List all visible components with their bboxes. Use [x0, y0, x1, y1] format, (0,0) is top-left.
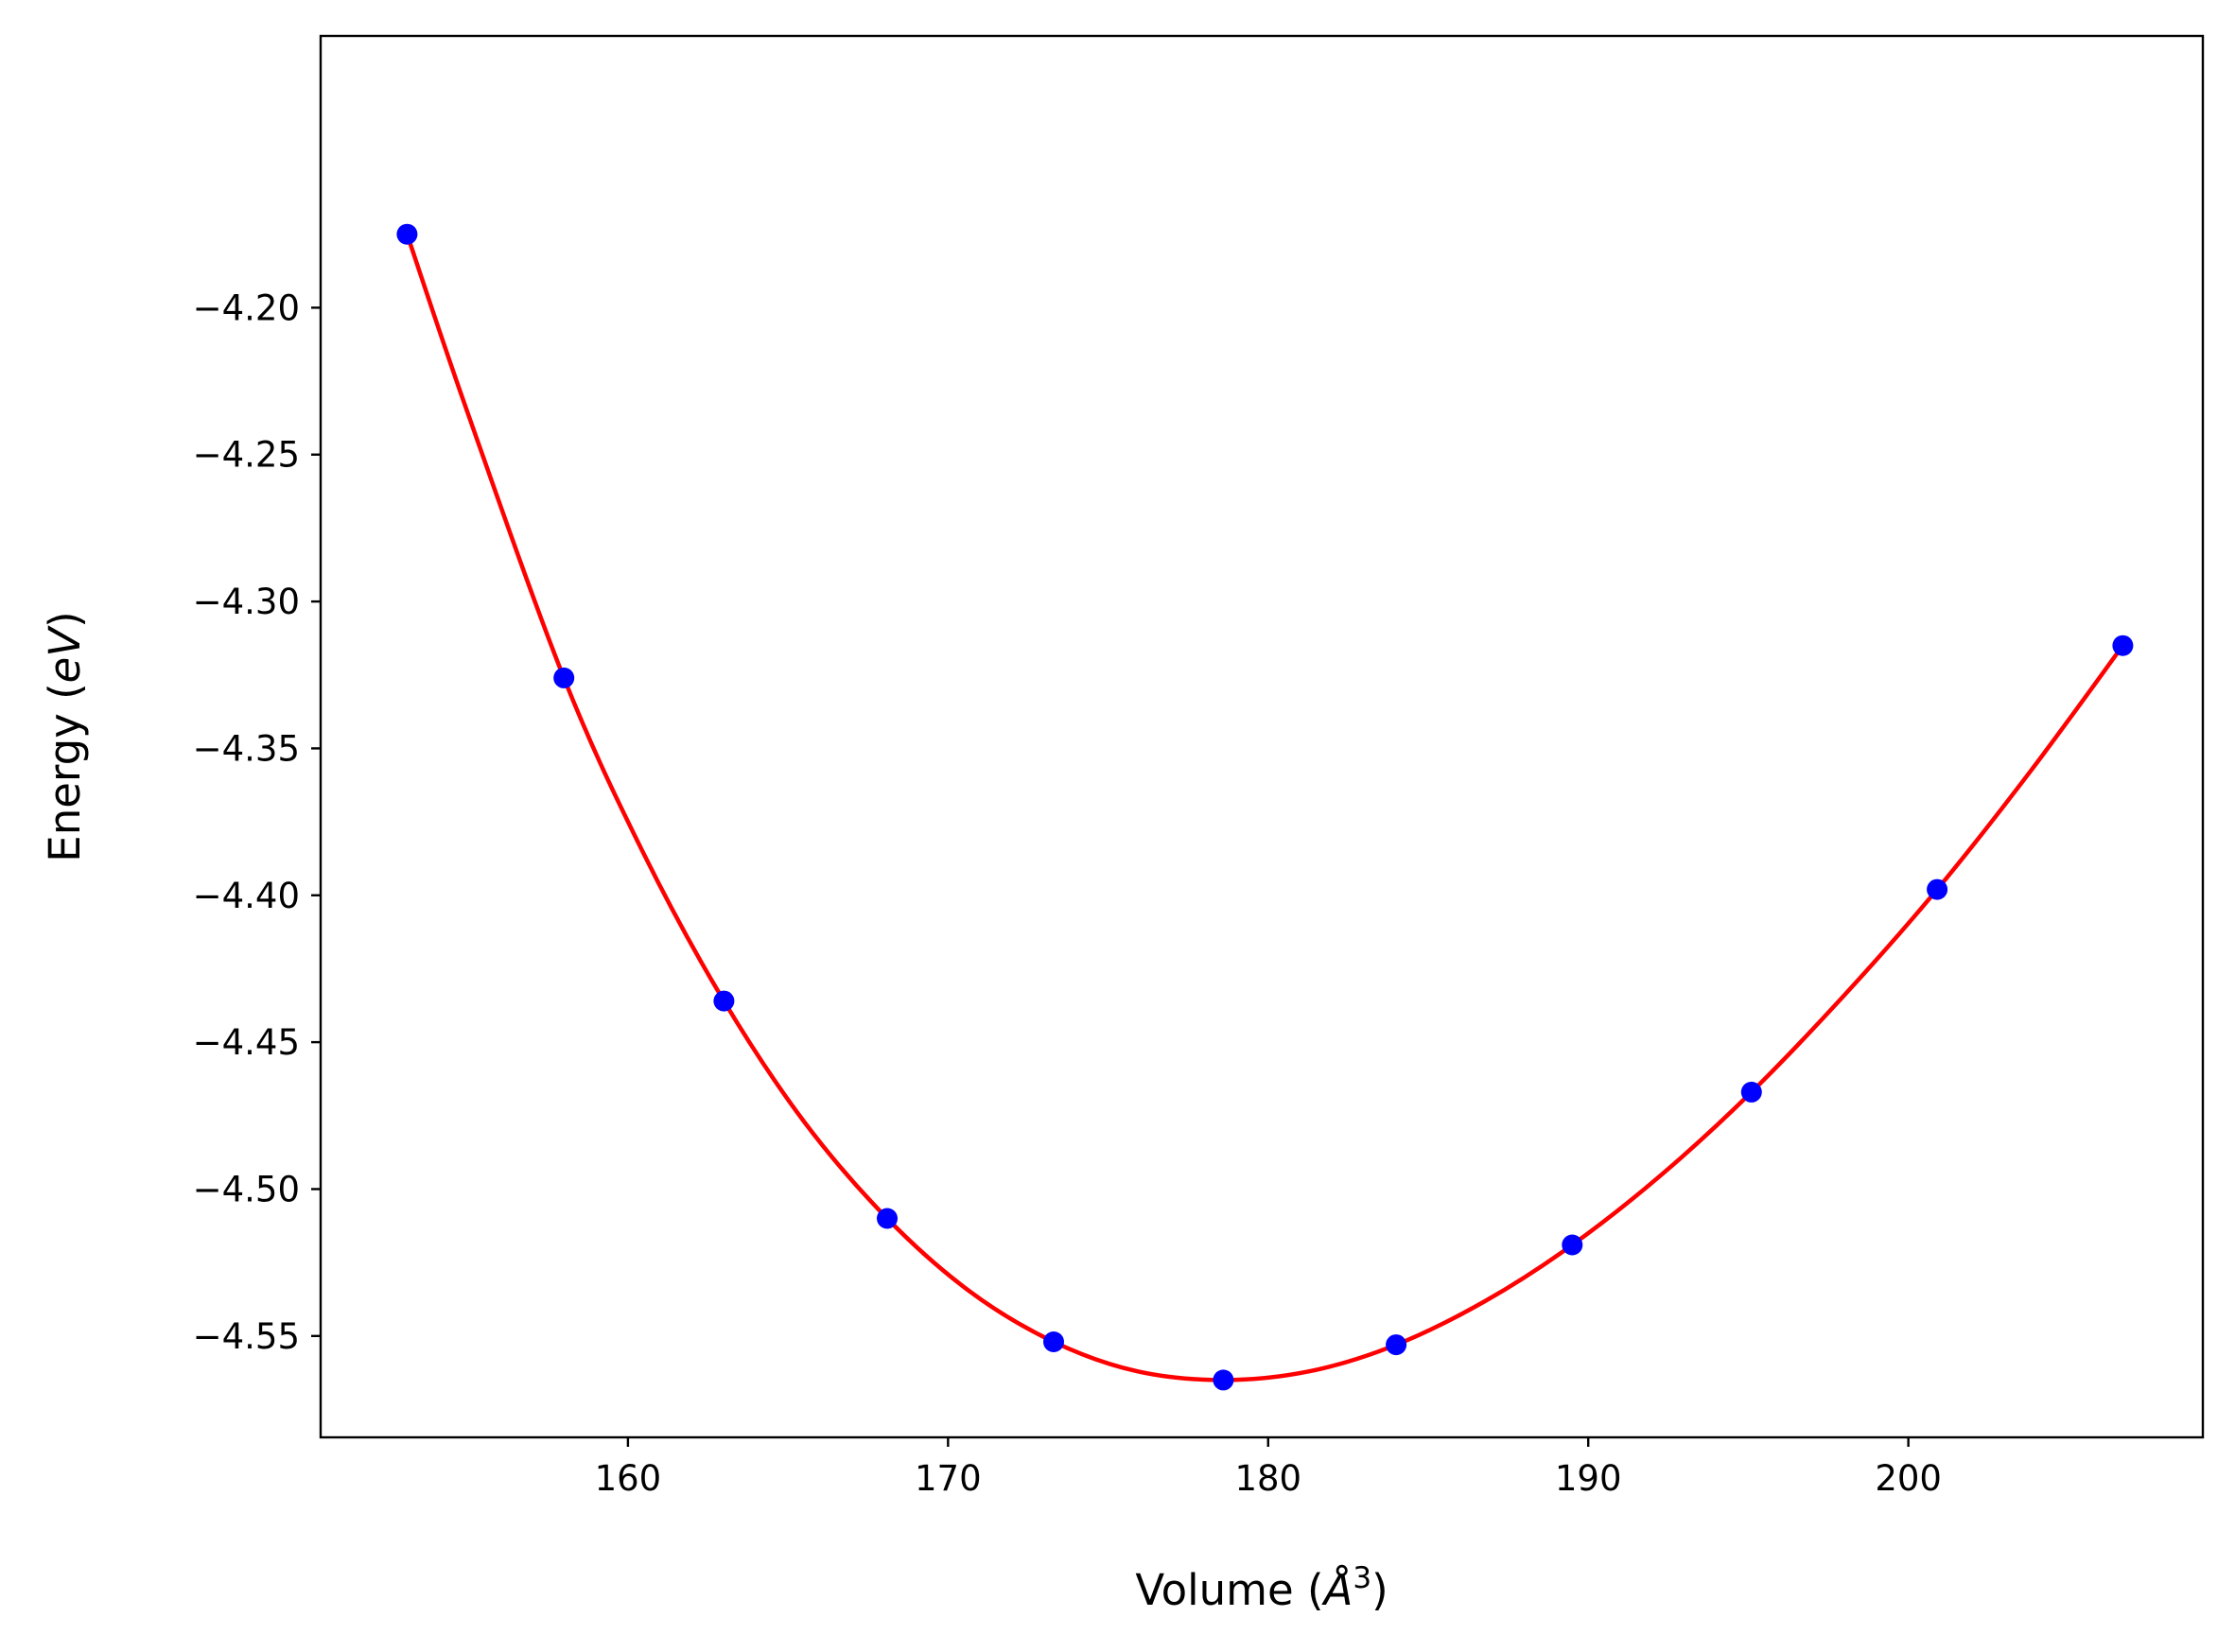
y-tick-label: −4.35: [193, 728, 300, 769]
plot-frame: [319, 34, 2205, 1439]
x-tick-label: 160: [595, 1458, 662, 1499]
data-point: [2112, 635, 2134, 656]
data-point: [553, 667, 575, 688]
x-tick-label: 190: [1555, 1458, 1622, 1499]
y-tick-label: −4.55: [193, 1316, 300, 1357]
x-axis: 160 170 180 190 200: [595, 1437, 1942, 1499]
data-points-layer: [396, 223, 2134, 1391]
fit-curve-layer: [405, 233, 2125, 1382]
x-tick-label: 200: [1875, 1458, 1942, 1499]
data-point: [1740, 1081, 1762, 1103]
data-point: [713, 990, 735, 1012]
data-point: [1386, 1334, 1407, 1356]
y-tick-label: −4.40: [193, 876, 300, 916]
x-axis-label: Volume (Å3): [1135, 1561, 1388, 1615]
data-point: [1213, 1369, 1234, 1391]
y-tick-label: −4.20: [193, 287, 300, 328]
y-axis-label: Energy (eV): [40, 611, 90, 861]
data-point: [396, 223, 418, 245]
y-tick-label: −4.45: [193, 1022, 300, 1063]
x-tick-label: 170: [915, 1458, 982, 1499]
y-tick-label: −4.25: [193, 435, 300, 476]
y-tick-label: −4.50: [193, 1169, 300, 1209]
data-point: [1562, 1234, 1583, 1256]
y-axis: −4.20 −4.25 −4.30 −4.35 −4.40 −4.45 −4.50 −4.55: [193, 287, 321, 1357]
fit-curve: [405, 233, 2125, 1382]
data-point: [1927, 878, 1948, 900]
x-tick-label: 180: [1234, 1458, 1301, 1499]
data-point: [1043, 1331, 1064, 1352]
data-point: [877, 1208, 898, 1229]
y-tick-label: −4.30: [193, 582, 300, 622]
